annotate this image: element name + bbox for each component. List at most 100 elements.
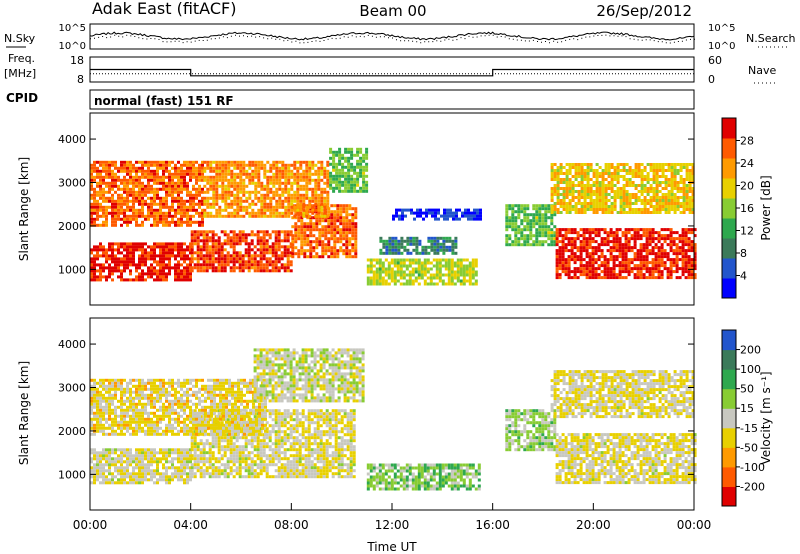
- power-cell-r4: [209, 184, 213, 188]
- power-cell-r4: [299, 193, 303, 197]
- power-cell-r3: [135, 166, 138, 170]
- power-cell-r11: [679, 196, 683, 199]
- power-cell-r1: [289, 230, 293, 234]
- power-cell-r4: [320, 208, 324, 212]
- power-cell-r7: [445, 236, 449, 240]
- power-cell-r8: [431, 211, 434, 215]
- power-cell-r3: [120, 169, 123, 173]
- power-cell-r6: [387, 261, 391, 265]
- power-cell-r5: [338, 174, 342, 178]
- power-cell-r11: [565, 175, 569, 178]
- power-cell-r6: [444, 273, 448, 277]
- noise-right-tick-top: 10^5: [708, 23, 735, 34]
- power-cell-r1: [220, 248, 224, 252]
- power-cell-r10: [612, 246, 616, 250]
- power-cell-r11: [673, 175, 677, 178]
- power-cell-r4: [242, 169, 246, 173]
- power-cell-r1: [226, 260, 230, 264]
- power-cell-r2: [333, 219, 337, 223]
- power-cell-r10: [561, 270, 565, 274]
- power-cell-r3: [90, 223, 93, 227]
- power-cell-r1: [259, 269, 263, 273]
- power-cell-r9: [511, 240, 515, 244]
- power-cell-r4: [233, 202, 237, 206]
- power-cell-r10: [648, 237, 652, 241]
- power-cell-r11: [610, 208, 614, 211]
- power-cell-r2: [309, 246, 313, 250]
- power-cell-r11: [559, 193, 563, 196]
- power-cell-r3: [114, 202, 117, 206]
- power-cell-r11: [628, 208, 632, 211]
- power-cell-r10: [675, 252, 679, 256]
- power-cell-r6: [450, 270, 454, 274]
- power-cell-r6: [381, 270, 385, 274]
- power-cell-r4: [305, 190, 309, 194]
- power-cell-r1: [241, 260, 245, 264]
- power-cell-r11: [682, 202, 686, 205]
- power-cell-r5: [329, 186, 333, 190]
- power-cell-r6: [393, 261, 397, 265]
- power-cell-r2: [297, 225, 301, 229]
- velocity-cell-r0: [171, 457, 174, 461]
- power-cell-r10: [591, 273, 595, 277]
- power-cell-r7: [397, 242, 401, 246]
- power-cell-r11: [580, 187, 584, 190]
- power-cell-r10: [567, 258, 571, 262]
- power-cell-r11: [661, 205, 665, 208]
- power-cell-r9: [505, 216, 509, 220]
- power-cell-r10: [570, 246, 574, 250]
- power-cell-r11: [565, 181, 569, 184]
- power-cell-r4: [254, 166, 258, 170]
- power-cell-r10: [621, 267, 625, 271]
- power-cell-r11: [556, 172, 560, 175]
- power-cell-r6: [399, 267, 403, 271]
- power-cell-r2: [351, 231, 355, 235]
- power-cell-r3: [129, 160, 132, 164]
- power-cell-r3: [90, 169, 93, 173]
- power-cell-r9: [511, 207, 515, 211]
- power-cell-r6: [390, 279, 394, 283]
- power-cell-r7: [412, 236, 416, 240]
- power-cell-r11: [691, 211, 695, 214]
- power-cell-r1: [286, 236, 290, 240]
- power-cell-r4: [311, 187, 315, 191]
- power-cell-r1: [205, 260, 209, 264]
- power-cell-r10: [687, 240, 691, 244]
- power-cell-r3: [174, 163, 177, 167]
- power-cell-r10: [561, 261, 565, 265]
- velocity-cell-r0: [129, 454, 132, 458]
- power-cell-r11: [625, 184, 629, 187]
- power-cell-r3: [180, 163, 183, 167]
- power-cell-r4: [302, 214, 306, 218]
- velocity-cell-r1: [208, 418, 212, 422]
- velocity-cell-r0: [114, 475, 117, 479]
- power-cell-r1: [226, 242, 230, 246]
- power-cell-r11: [580, 169, 584, 172]
- power-cell-r11: [664, 184, 668, 187]
- power-cell-r3: [147, 178, 150, 182]
- power-cell-r10: [657, 267, 661, 271]
- power-cell-r11: [637, 184, 641, 187]
- power-cell-r2: [327, 219, 331, 223]
- power-cell-r0: [171, 248, 174, 252]
- power-cell-r10: [681, 267, 685, 271]
- power-cell-r4: [224, 187, 228, 191]
- power-cell-r3: [96, 214, 99, 218]
- power-cell-r3: [126, 199, 129, 203]
- power-cell-r3: [99, 196, 102, 200]
- power-cell-r1: [235, 266, 239, 270]
- power-cell-r4: [293, 196, 297, 200]
- power-cell-r8: [446, 211, 449, 215]
- power-cell-r3: [192, 196, 195, 200]
- power-cell-r10: [675, 261, 679, 265]
- power-cell-r9: [520, 219, 524, 223]
- power-cell-r3: [129, 175, 132, 179]
- power-cell-r3: [198, 166, 201, 170]
- power-cell-r0: [90, 278, 93, 282]
- power-cell-r3: [126, 178, 129, 182]
- power-cell-r3: [159, 214, 162, 218]
- power-cell-r6: [399, 276, 403, 280]
- power-cell-r4: [263, 202, 267, 206]
- power-cell-r4: [299, 166, 303, 170]
- power-cell-r3: [96, 223, 99, 227]
